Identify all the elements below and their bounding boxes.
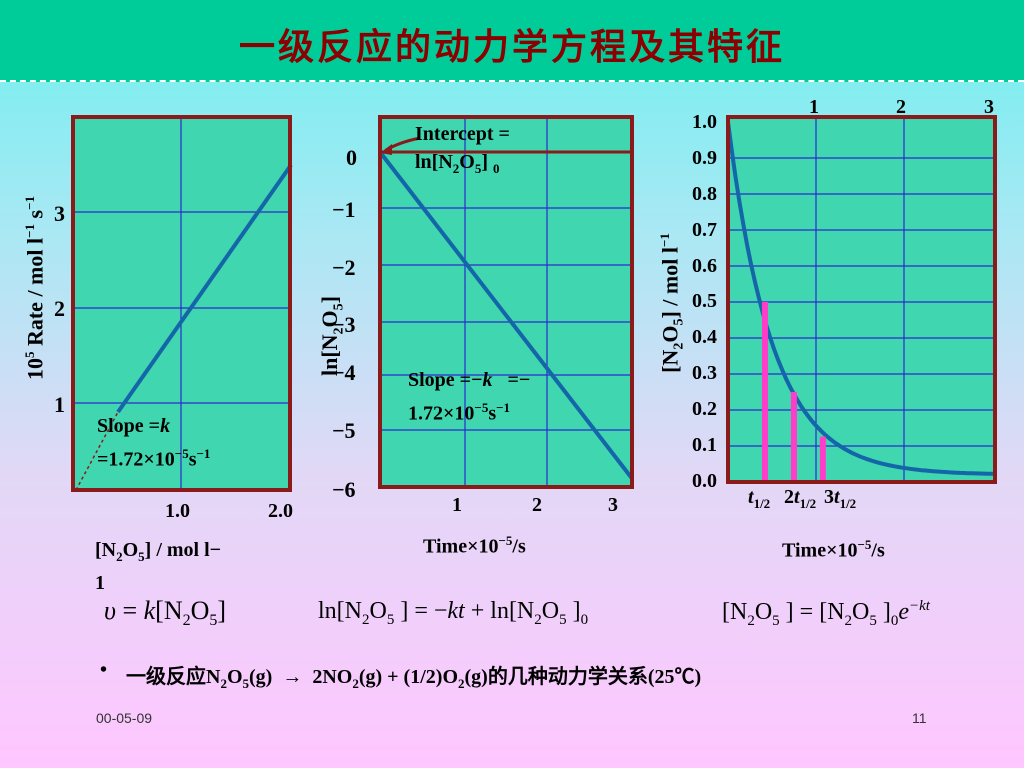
chart3-top-tick-2: 2: [896, 96, 906, 118]
chart2-series-line: [378, 150, 634, 480]
chart2-annotation: Slope =−k =− 1.72×10−5s−1: [408, 369, 531, 425]
bullet-text: 一级反应N2O5(g) → 2NO2(g) + (1/2)O2(g)的几种动力学…: [126, 666, 702, 691]
chart1-xtick-2: 2.0: [268, 500, 293, 522]
chart3-ytick-02: 0.2: [692, 398, 717, 420]
chart1-ytick-3: 3: [54, 201, 65, 226]
equation-rate-law: υ = k[N2O5]: [104, 596, 227, 630]
chart2-xtick-2: 2: [532, 494, 542, 516]
footer-date: 00-05-09: [96, 710, 153, 726]
chart1-annotation: Slope =k =1.72×10−5s−1: [97, 415, 211, 471]
chart1-xtick-1: 1.0: [165, 500, 190, 522]
chart2-ytick-m2: −2: [332, 255, 356, 280]
equation-integrated-log: ln[N2O5 ] = −kt + ln[N2O5 ]0: [318, 598, 589, 628]
chart3-plot-area: [728, 117, 995, 482]
chart2-ytick-m3: −3: [332, 312, 356, 337]
chart3-top-tick-1: 1: [809, 96, 819, 118]
chart3-halflife-label-2: 2t1/2: [784, 486, 817, 511]
chart2-intercept-arrowhead: [380, 144, 392, 155]
chart2-ytick-m5: −5: [332, 418, 356, 443]
chart2-xtick-3: 3: [608, 494, 618, 516]
chart3-halflife-label-3: 3t1/2: [824, 486, 857, 511]
chart3-frame: [726, 115, 997, 484]
chart2-ytick-m4: −4: [332, 360, 356, 385]
footer-page-number: 11: [912, 710, 927, 726]
chart2-xlabel: Time×10−5/s: [423, 533, 526, 558]
chart1-extrapolation: [75, 411, 119, 491]
equation-exponential: [N2O5 ] = [N2O5 ]0e−kt: [722, 598, 930, 629]
chart1-xlabel: [N2O5] / mol l− 1: [95, 539, 222, 594]
chart1-series-line: [116, 163, 293, 414]
chart1-ylabel: 105 Rate / mol l−1 s−1: [22, 195, 48, 381]
chart2-xtick-1: 1: [452, 494, 462, 516]
chart3-ytick-01: 0.1: [692, 434, 717, 456]
chart3-ytick-10: 1.0: [692, 111, 717, 133]
chart3-ytick-08: 0.8: [692, 183, 717, 205]
chart2-intercept-label: Intercept = ln[N2O5] 0: [415, 123, 510, 176]
bullet-dot: •: [100, 659, 108, 681]
chart3-ytick-00: 0.0: [692, 470, 717, 492]
chart3-xlabel: Time×10−5/s: [782, 537, 885, 562]
chart3-top-tick-3: 3: [984, 96, 994, 118]
chart2-frame: [378, 115, 634, 489]
chart2-ytick-0: 0: [346, 145, 357, 170]
chart3-ytick-07: 0.7: [692, 219, 717, 241]
chart3-ytick-09: 0.9: [692, 147, 717, 169]
chart3-ytick-05: 0.5: [692, 290, 717, 312]
chart1-frame: [71, 115, 292, 492]
chart2-ytick-m1: −1: [332, 197, 356, 222]
chart1-ytick-1: 1: [54, 392, 65, 417]
chart3-ytick-03: 0.3: [692, 362, 717, 384]
chart3-halflife-label-1: t1/2: [748, 486, 771, 511]
chart3-ylabel: [N2O5] / mol l−1: [657, 233, 687, 373]
slide-title: 一级反应的动力学方程及其特征: [238, 26, 785, 68]
chart3-ytick-04: 0.4: [692, 326, 717, 348]
title-bar: 一级反应的动力学方程及其特征: [0, 0, 1024, 82]
chart2-ytick-m6: −6: [332, 477, 356, 502]
chart3-ytick-06: 0.6: [692, 255, 717, 277]
chart1-ytick-2: 2: [54, 296, 65, 321]
chart3-series-curve: [726, 121, 996, 476]
